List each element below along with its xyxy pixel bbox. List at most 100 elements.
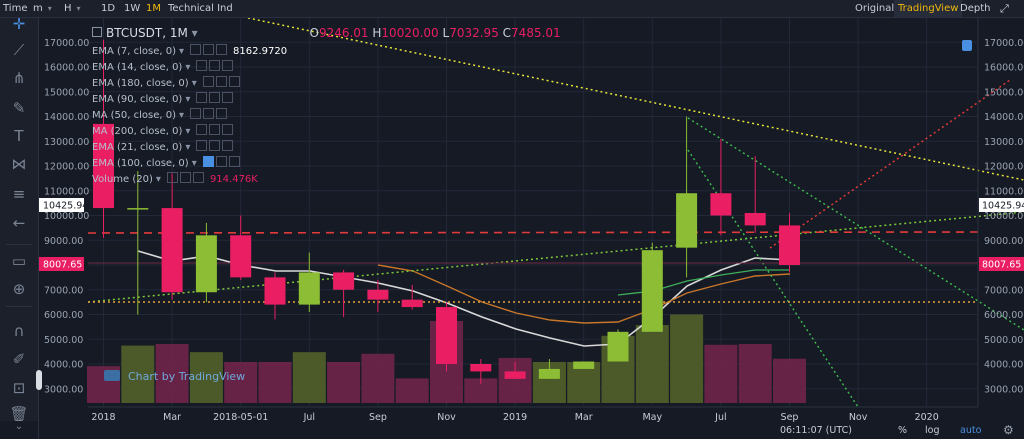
price-tag-upper: 10425.94 bbox=[982, 201, 1024, 212]
remove-icon[interactable] bbox=[192, 172, 204, 183]
settings-icon[interactable] bbox=[209, 60, 221, 71]
toolbar-item-m[interactable]: m ▾ bbox=[33, 3, 52, 14]
volume-bar bbox=[738, 343, 772, 403]
visibility-icon[interactable] bbox=[196, 92, 208, 103]
toolbar-item-1m[interactable]: 1M bbox=[146, 3, 161, 14]
back-arrow-icon[interactable]: ← bbox=[12, 214, 26, 232]
x-tick-label: 2020 bbox=[915, 412, 939, 423]
y-tick-label-right: 17000.00 bbox=[984, 38, 1024, 49]
brush-icon[interactable]: ✎ bbox=[12, 99, 26, 117]
settings-icon[interactable] bbox=[203, 44, 214, 55]
chevron-down-icon[interactable]: ▾ bbox=[187, 26, 202, 40]
chevron-down-icon[interactable]: ▾ bbox=[179, 110, 185, 121]
candle-body bbox=[676, 193, 698, 248]
percent-toggle[interactable]: % bbox=[898, 425, 908, 436]
volume-bar bbox=[704, 344, 738, 403]
chevron-down-icon[interactable]: ▾ bbox=[185, 62, 191, 73]
settings-icon[interactable] bbox=[179, 172, 191, 183]
candle-body bbox=[779, 225, 800, 265]
chevron-down-icon[interactable]: ▾ bbox=[185, 126, 191, 137]
toolbar-item-1w[interactable]: 1W bbox=[124, 3, 141, 14]
visibility-icon[interactable] bbox=[196, 60, 208, 71]
zoom-icon[interactable]: ⊕ bbox=[12, 280, 26, 298]
visibility-icon[interactable] bbox=[166, 172, 178, 183]
pattern-icon[interactable]: ⋈ bbox=[11, 155, 27, 173]
volume-bar bbox=[224, 362, 258, 403]
candle-body bbox=[127, 208, 149, 210]
lock-icon[interactable]: ⊡ bbox=[12, 379, 26, 397]
fib-icon[interactable]: ≡ bbox=[12, 185, 26, 203]
settings-icon[interactable] bbox=[203, 108, 215, 119]
remove-icon[interactable] bbox=[222, 140, 234, 151]
settings-icon[interactable] bbox=[209, 140, 221, 151]
settings-icon[interactable] bbox=[209, 92, 221, 103]
remove-icon[interactable] bbox=[228, 76, 240, 87]
settings-icon[interactable] bbox=[215, 76, 227, 87]
crosshair-icon[interactable]: ✛ bbox=[12, 15, 26, 33]
collapse-sidebar-icon[interactable]: ⌄ bbox=[0, 421, 38, 439]
remove-icon[interactable] bbox=[228, 156, 240, 167]
scroll-handle[interactable] bbox=[36, 370, 42, 390]
toolbar-item-time[interactable]: Time bbox=[3, 3, 28, 14]
toolbar-item-technical-ind[interactable]: Technical Ind bbox=[168, 3, 233, 14]
remove-icon[interactable] bbox=[222, 92, 234, 103]
toolbar-view-tradingview[interactable]: TradingView bbox=[894, 0, 963, 17]
toolbar-view-original[interactable]: Original bbox=[855, 3, 895, 14]
settings-icon[interactable] bbox=[215, 156, 227, 167]
visibility-icon[interactable] bbox=[196, 140, 208, 151]
price-tag-lower-left-bg bbox=[39, 257, 84, 271]
text-icon[interactable]: T bbox=[14, 127, 24, 145]
x-tick-label: May bbox=[642, 412, 662, 423]
volume-bar bbox=[121, 345, 155, 403]
chevron-down-icon[interactable]: ▾ bbox=[178, 46, 184, 57]
chevron-down-icon[interactable]: ▾ bbox=[155, 174, 161, 185]
visibility-icon[interactable] bbox=[190, 108, 202, 119]
remove-icon[interactable] bbox=[222, 124, 234, 135]
toolbar-item-h[interactable]: H ▾ bbox=[64, 3, 81, 14]
fullscreen-icon[interactable]: ⤢ bbox=[1000, 2, 1009, 15]
legend-label: EMA (100, close, 0) bbox=[92, 158, 189, 169]
chevron-down-icon[interactable]: ▾ bbox=[191, 78, 197, 89]
toolbar-view-depth[interactable]: Depth bbox=[960, 3, 991, 14]
legend-row: EMA (90, close, 0) ▾ bbox=[92, 92, 234, 105]
legend-label: EMA (90, close, 0) bbox=[92, 94, 183, 105]
lock-edit-icon[interactable]: ✐ bbox=[12, 350, 26, 368]
ruler-icon[interactable]: ▭ bbox=[11, 252, 27, 270]
collapse-icon[interactable] bbox=[92, 27, 102, 37]
candle-body bbox=[93, 123, 114, 209]
chevron-down-icon[interactable]: ▾ bbox=[185, 94, 191, 105]
y-tick-label-right: 12000.00 bbox=[984, 162, 1024, 173]
chevron-down-icon[interactable]: ▾ bbox=[191, 158, 197, 169]
price-chart[interactable]: 3000.00 3000.00 4000.00 4000.00 5000.00 5000.… bbox=[39, 18, 1024, 439]
visibility-icon[interactable] bbox=[202, 76, 214, 87]
remove-icon[interactable] bbox=[216, 44, 227, 55]
magnet-icon[interactable]: ∩ bbox=[13, 322, 25, 340]
chevron-down-icon: ▾ bbox=[76, 4, 81, 13]
visibility-icon[interactable] bbox=[190, 44, 201, 55]
toolbar-item-1d[interactable]: 1D bbox=[101, 3, 116, 14]
x-tick-label: Mar bbox=[163, 412, 181, 423]
settings-icon[interactable] bbox=[209, 124, 221, 135]
candle-body bbox=[470, 364, 492, 372]
top-toolbar: Time m ▾ H ▾ 1D 1W 1M Technical Ind Original Tradi… bbox=[0, 0, 1024, 18]
trash-icon[interactable]: 🗑 bbox=[9, 405, 29, 423]
x-tick-label: Sep bbox=[369, 412, 387, 423]
visibility-icon[interactable] bbox=[202, 156, 214, 167]
y-tick-label-right: 9000.00 bbox=[984, 236, 1023, 247]
log-toggle[interactable]: log bbox=[925, 425, 940, 436]
trendline-green-down bbox=[687, 117, 1024, 331]
pitchfork-icon[interactable]: ⋔ bbox=[12, 69, 26, 87]
x-tick-label: Mar bbox=[575, 412, 593, 423]
x-tick-label: Jul bbox=[714, 412, 726, 423]
settings-gear-icon[interactable]: ⚙ bbox=[1003, 423, 1014, 437]
trendline-icon[interactable]: ⟋ bbox=[13, 41, 25, 59]
visibility-icon[interactable] bbox=[196, 124, 208, 135]
legend-label: EMA (180, close, 0) bbox=[92, 78, 189, 89]
y-tick-label-left: 11000.00 bbox=[44, 186, 89, 197]
remove-icon[interactable] bbox=[222, 60, 234, 71]
object-tree-icon[interactable] bbox=[962, 40, 972, 51]
chevron-down-icon[interactable]: ▾ bbox=[185, 142, 191, 153]
legend-label: MA (50, close, 0) bbox=[92, 110, 177, 121]
auto-toggle[interactable]: auto bbox=[960, 425, 982, 436]
remove-icon[interactable] bbox=[216, 108, 228, 119]
